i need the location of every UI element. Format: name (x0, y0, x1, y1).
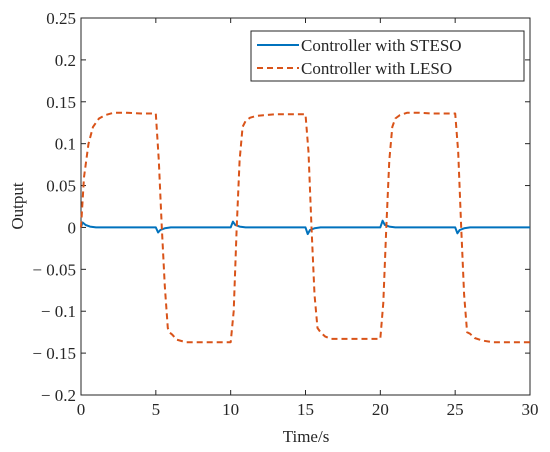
x-tick-label: 25 (447, 400, 464, 419)
y-axis-label: Output (8, 182, 27, 230)
y-tick-label: 0.05 (46, 177, 76, 196)
x-axis-label: Time/s (283, 427, 330, 446)
x-axis: 0 5 10 15 20 25 30 (77, 18, 539, 419)
y-tick-label: 0 (68, 218, 77, 237)
y-tick-label: − 0.15 (32, 344, 76, 363)
y-tick-label: 0.15 (46, 93, 76, 112)
legend-box (250, 30, 525, 82)
y-tick-label: 0.1 (55, 135, 76, 154)
x-tick-label: 15 (297, 400, 314, 419)
y-tick-label: − 0.2 (41, 386, 76, 405)
series-line-steso (80, 219, 530, 236)
series-line-leso (80, 111, 530, 344)
x-tick-label: 5 (152, 400, 161, 419)
y-tick-label: 0.2 (55, 51, 76, 70)
y-tick-label: − 0.1 (41, 302, 76, 321)
y-tick-label: 0.25 (46, 9, 76, 28)
y-tick-label: − 0.05 (32, 260, 76, 279)
x-tick-label: 20 (372, 400, 389, 419)
x-tick-label: 30 (522, 400, 539, 419)
legend-label-leso: Controller with LESO (301, 59, 452, 78)
legend: Controller with STESO Controller with LE… (250, 30, 525, 82)
legend-label-steso: Controller with STESO (301, 36, 462, 55)
x-tick-label: 10 (222, 400, 239, 419)
series-layer (80, 111, 530, 344)
x-tick-label: 0 (77, 400, 86, 419)
